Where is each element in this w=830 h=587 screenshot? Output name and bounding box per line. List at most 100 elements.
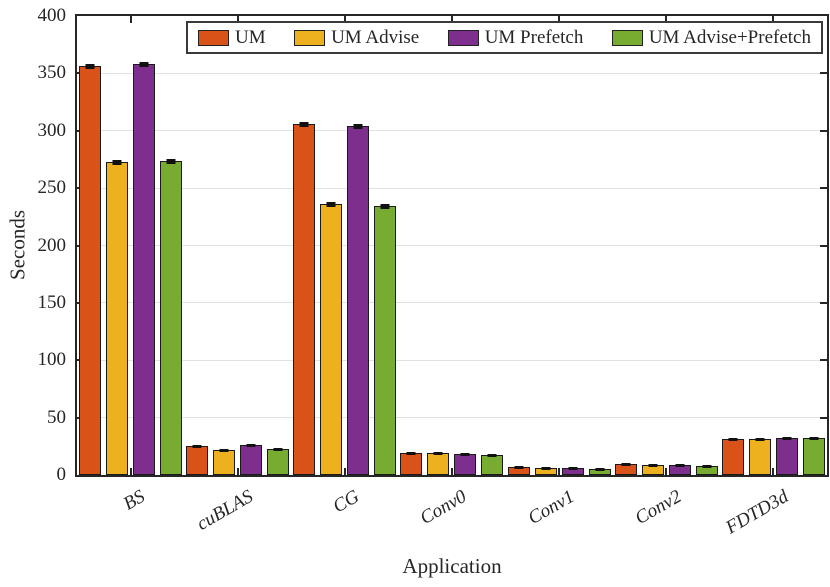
- x-tick-label-Conv2: Conv2: [631, 486, 685, 529]
- bar-um-advise-prefetch-Conv0: [481, 454, 504, 475]
- y-tick-label: 100: [37, 349, 67, 371]
- error-bar: [380, 204, 390, 209]
- error-bar: [648, 464, 658, 467]
- legend-swatch-icon: [447, 29, 479, 46]
- bar-group-cuBLAS: [184, 16, 291, 475]
- error-bar: [353, 124, 363, 129]
- x-axis-tick: [665, 16, 668, 23]
- bar-um-advise-prefetch-Conv2: [695, 465, 718, 475]
- legend-swatch-icon: [294, 29, 326, 46]
- x-tick-label-Conv1: Conv1: [524, 486, 578, 529]
- x-axis-tick: [772, 468, 775, 475]
- x-axis-tick: [665, 468, 668, 475]
- x-axis-tick: [558, 16, 561, 23]
- bar-um-Conv0: [400, 452, 423, 475]
- y-axis-tick: [820, 359, 827, 362]
- error-bar: [675, 464, 685, 467]
- error-bar: [755, 438, 765, 441]
- bar-um-prefetch-Conv1: [561, 467, 584, 475]
- x-axis-tick: [451, 16, 453, 23]
- error-bar: [166, 159, 176, 164]
- bar-um-Conv2: [614, 463, 637, 475]
- error-bar: [728, 438, 738, 441]
- y-axis-tick: [820, 187, 827, 190]
- legend-swatch-icon: [198, 29, 229, 46]
- error-bar: [782, 437, 792, 440]
- bar-um-advise-CG: [320, 202, 343, 475]
- x-axis-title: Application: [402, 554, 502, 578]
- x-tick-label-Conv0: Conv0: [417, 486, 471, 529]
- x-axis-tick: [558, 468, 561, 475]
- error-bar: [433, 452, 443, 455]
- bar-um-advise-Conv2: [641, 464, 664, 475]
- error-bar: [85, 64, 95, 69]
- y-gridline: [77, 245, 827, 246]
- y-tick-label: 150: [37, 291, 67, 313]
- error-bar: [139, 62, 149, 67]
- y-gridline: [77, 187, 827, 189]
- bar-um-prefetch-FDTD3d: [775, 437, 798, 475]
- bar-group-CG: [291, 16, 398, 475]
- legend-item: UM: [198, 27, 266, 49]
- error-bar: [809, 437, 819, 440]
- legend-label: UM Advise+Prefetch: [648, 26, 811, 48]
- x-axis-tick: [129, 16, 132, 23]
- error-bar: [487, 454, 497, 457]
- bar-um-prefetch-Conv2: [668, 464, 691, 475]
- y-axis-tick: [820, 129, 827, 132]
- legend-swatch-icon: [611, 29, 643, 46]
- bar-um-prefetch-cuBLAS: [240, 444, 263, 475]
- error-bar: [541, 467, 551, 470]
- y-gridline: [77, 130, 827, 132]
- bar-um-prefetch-Conv0: [454, 453, 477, 475]
- y-gridline: [77, 72, 827, 74]
- bar-um-prefetch-BS: [133, 62, 156, 475]
- error-bar: [192, 445, 202, 448]
- x-tick-label-BS: BS: [120, 486, 150, 515]
- plot-area: [75, 14, 829, 477]
- legend-item: UM Advise: [294, 27, 419, 49]
- bar-um-advise-Conv1: [534, 467, 557, 475]
- bar-um-Conv1: [507, 466, 530, 475]
- y-axis-tick: [820, 244, 827, 247]
- legend-label: UM Prefetch: [484, 26, 584, 48]
- error-bar: [702, 465, 712, 468]
- y-tick-label: 50: [47, 406, 66, 428]
- error-bar: [568, 467, 578, 470]
- bar-um-advise-FDTD3d: [748, 438, 771, 475]
- bar-um-advise-cuBLAS: [213, 449, 236, 475]
- bar-group-BS: [77, 16, 184, 475]
- error-bar: [326, 202, 336, 207]
- x-axis-tick: [236, 468, 239, 475]
- y-axis-tick: [820, 416, 827, 419]
- bar-um-BS: [79, 64, 102, 475]
- bar-group-Conv0: [398, 16, 505, 475]
- error-bar: [112, 160, 122, 165]
- error-bar: [246, 444, 256, 447]
- error-bar: [219, 449, 229, 452]
- bar-um-advise-BS: [106, 160, 129, 475]
- bar-um-advise-prefetch-BS: [160, 159, 183, 475]
- error-bar: [460, 453, 470, 456]
- bar-group-FDTD3d: [720, 16, 827, 475]
- bar-um-advise-prefetch-Conv1: [588, 468, 611, 475]
- error-bar: [595, 468, 605, 471]
- x-tick-label-FDTD3d: FDTD3d: [722, 486, 792, 539]
- bar-um-advise-Conv0: [427, 452, 450, 475]
- y-tick-label: 250: [37, 177, 67, 199]
- y-axis-tick: [820, 72, 827, 75]
- x-axis-tick: [343, 468, 346, 475]
- y-tick-label: 400: [37, 5, 67, 26]
- y-tick-label: 350: [37, 62, 67, 84]
- y-tick-label: 0: [56, 464, 67, 485]
- legend: UM UM Advise UM Prefetch UM Advise+Prefetch: [186, 21, 823, 54]
- x-axis-tick: [772, 16, 775, 23]
- error-bar: [406, 452, 416, 455]
- bar-um-advise-prefetch-CG: [374, 204, 397, 475]
- legend-item: UM Advise+Prefetch: [611, 26, 811, 49]
- x-tick-label-CG: CG: [329, 486, 364, 518]
- bar-um-CG: [293, 122, 316, 475]
- y-axis-title: Seconds: [5, 210, 30, 280]
- y-gridline: [77, 359, 827, 361]
